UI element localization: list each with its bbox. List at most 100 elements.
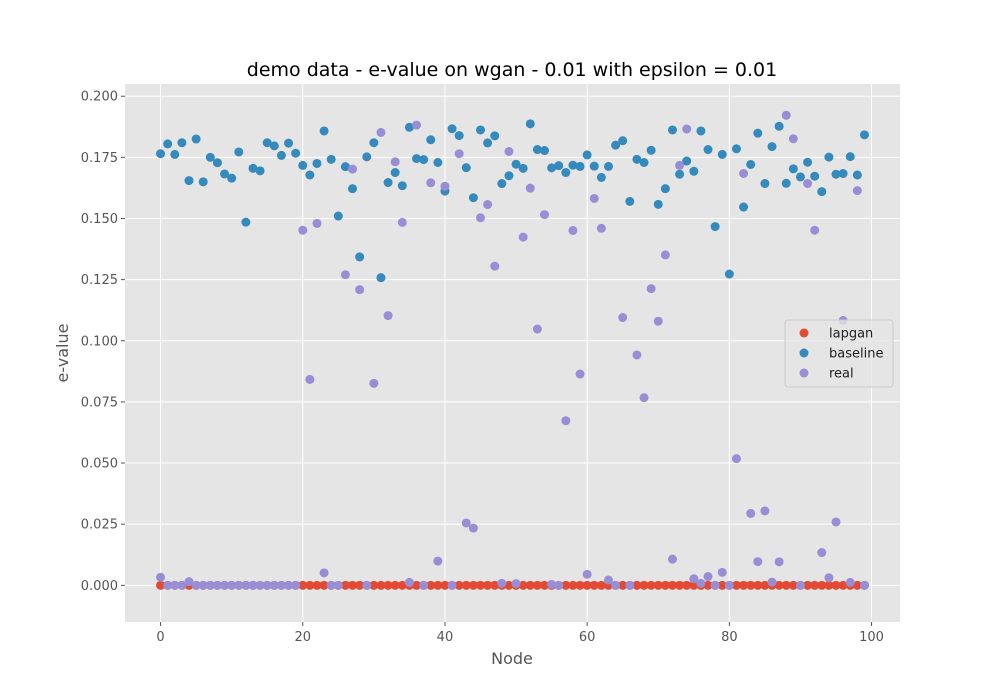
real-point	[859, 580, 869, 590]
baseline-point	[845, 152, 855, 162]
real-point	[205, 580, 215, 590]
baseline-point	[838, 169, 848, 179]
baseline-point	[539, 146, 549, 156]
baseline-point	[724, 269, 734, 279]
baseline-point	[255, 166, 265, 176]
x-tick-label: 20	[294, 630, 311, 645]
baseline-point	[525, 119, 535, 129]
real-point	[575, 369, 585, 379]
lapgan-point	[739, 580, 749, 590]
lapgan-point	[340, 580, 350, 590]
baseline-point	[269, 141, 279, 151]
legend-box	[784, 319, 894, 388]
lapgan-point	[369, 580, 379, 590]
baseline-point	[355, 252, 365, 262]
baseline-point	[397, 181, 407, 191]
real-point	[369, 378, 379, 388]
lapgan-point	[504, 580, 514, 590]
lapgan-point	[355, 580, 365, 590]
baseline-point	[212, 158, 222, 168]
x-tick-label: 40	[437, 630, 454, 645]
real-point	[440, 181, 450, 191]
lapgan-point	[717, 580, 727, 590]
baseline-point	[476, 125, 486, 135]
lapgan-point	[653, 580, 663, 590]
y-tick-label: 0.000	[81, 579, 118, 594]
baseline-point	[390, 168, 400, 178]
y-axis-label: e-value	[53, 324, 72, 383]
baseline-point	[163, 139, 173, 149]
baseline-point	[426, 135, 436, 145]
lapgan-point	[412, 580, 422, 590]
real-point	[262, 580, 272, 590]
lapgan-point	[675, 580, 685, 590]
real-point	[433, 556, 443, 566]
real-point	[490, 261, 500, 271]
baseline-point	[852, 170, 862, 180]
lapgan-point	[490, 580, 500, 590]
real-point	[781, 110, 791, 120]
baseline-point	[667, 125, 677, 135]
y-tick-label: 0.050	[81, 457, 118, 472]
legend-marker-baseline	[799, 348, 809, 358]
lapgan-point	[824, 580, 834, 590]
real-point	[362, 580, 372, 590]
real-point	[227, 580, 237, 590]
baseline-point	[611, 140, 621, 150]
real-point	[689, 574, 699, 584]
real-point	[525, 183, 535, 193]
baseline-point	[369, 138, 379, 148]
real-point	[817, 548, 827, 558]
real-point	[753, 557, 763, 567]
real-point	[276, 580, 286, 590]
real-point	[497, 578, 507, 588]
baseline-point	[262, 138, 272, 148]
real-point	[852, 186, 862, 196]
baseline-point	[710, 222, 720, 232]
real-point	[326, 580, 336, 590]
real-point	[774, 557, 784, 567]
baseline-point	[561, 168, 571, 178]
baseline-point	[383, 178, 393, 188]
baseline-point	[632, 154, 642, 164]
real-point	[739, 169, 749, 179]
real-point	[703, 572, 713, 582]
baseline-point	[682, 156, 692, 166]
baseline-point	[156, 149, 166, 159]
baseline-point	[575, 161, 585, 171]
real-point	[184, 577, 194, 587]
real-point	[383, 311, 393, 321]
real-point	[177, 580, 187, 590]
lapgan-point	[468, 580, 478, 590]
real-point	[625, 580, 635, 590]
baseline-point	[767, 142, 777, 152]
real-point	[788, 134, 798, 144]
baseline-point	[276, 150, 286, 160]
real-point	[568, 225, 578, 235]
baseline-point	[461, 163, 471, 173]
real-point	[710, 580, 720, 590]
baseline-point	[511, 159, 521, 169]
baseline-point	[170, 149, 180, 159]
lapgan-point	[774, 580, 784, 590]
lapgan-point	[589, 580, 599, 590]
baseline-point	[483, 138, 493, 148]
baseline-point	[703, 145, 713, 155]
x-tick-label: 100	[859, 630, 884, 645]
real-point	[298, 225, 308, 235]
real-point	[831, 517, 841, 527]
lapgan-point	[689, 580, 699, 590]
baseline-point	[547, 163, 557, 173]
lapgan-point	[781, 580, 791, 590]
baseline-point	[468, 193, 478, 203]
baseline-point	[675, 169, 685, 179]
lapgan-point	[596, 580, 606, 590]
baseline-point	[731, 144, 741, 154]
real-point	[639, 393, 649, 403]
real-point	[660, 250, 670, 260]
real-point	[248, 580, 258, 590]
real-point	[291, 580, 301, 590]
real-point	[724, 580, 734, 590]
baseline-point	[490, 131, 500, 141]
chart-title: demo data - e-value on wgan - 0.01 with …	[247, 59, 777, 81]
